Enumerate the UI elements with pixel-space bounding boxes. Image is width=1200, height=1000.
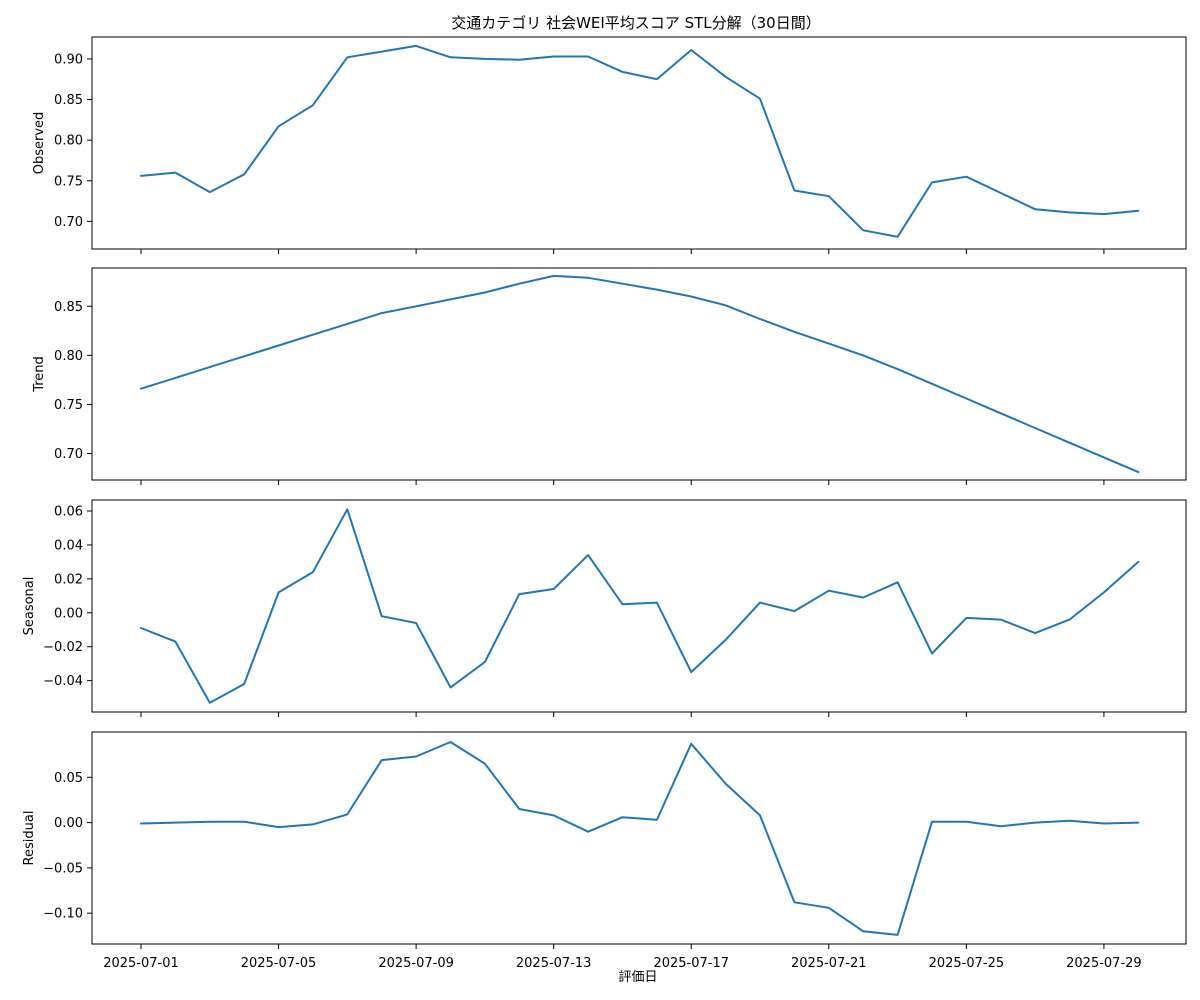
seasonal-y-tick-label: −0.04 — [43, 674, 83, 689]
seasonal-panel: −0.04 −0.02 0.00 0.02 0.04 0.06 Seasonal — [22, 499, 1187, 717]
x-tick-label: 2025-07-09 — [378, 956, 454, 971]
trend-y-tick-label: 0.70 — [54, 447, 83, 462]
observed-y-tick-label: 0.80 — [54, 134, 83, 149]
trend-y-tick-label: 0.80 — [54, 349, 83, 364]
trend-y-tick-label: 0.75 — [54, 398, 83, 413]
residual-y-tick-label: −0.10 — [43, 907, 83, 922]
x-tick-label: 2025-07-01 — [103, 956, 179, 971]
x-tick-label: 2025-07-25 — [929, 956, 1005, 971]
observed-panel: 0.70 0.75 0.80 0.85 0.90 Observed — [32, 36, 1187, 254]
observed-series-line — [140, 44, 1140, 238]
trend-y-axis-label: Trend — [32, 356, 47, 393]
observed-y-tick-label: 0.90 — [54, 52, 83, 67]
residual-axes-frame — [91, 731, 1187, 945]
seasonal-y-tick-label: 0.02 — [54, 572, 83, 587]
residual-y-tick-label: 0.00 — [54, 816, 83, 831]
seasonal-y-axis-label: Seasonal — [22, 577, 37, 636]
residual-series-line — [140, 741, 1140, 936]
seasonal-y-tick-label: 0.06 — [54, 505, 83, 520]
seasonal-axes-frame — [91, 499, 1187, 713]
trend-y-tick-label: 0.85 — [54, 300, 83, 315]
panels: 0.70 0.75 0.80 0.85 0.90 Observed 0.70 0.75 0.80… — [22, 36, 1187, 971]
observed-y-axis-label: Observed — [32, 112, 47, 175]
observed-axes-frame — [91, 36, 1187, 250]
residual-y-tick-label: −0.05 — [43, 861, 83, 876]
observed-y-tick-label: 0.70 — [54, 215, 83, 230]
seasonal-y-tick-label: 0.00 — [54, 606, 83, 621]
x-tick-label: 2025-07-05 — [241, 956, 317, 971]
x-tick-label: 2025-07-13 — [516, 956, 592, 971]
trend-series-line — [140, 274, 1140, 474]
seasonal-series-line — [140, 508, 1140, 704]
residual-panel: −0.10 −0.05 0.00 0.05 Residual 2025-07-01 2025… — [22, 731, 1187, 971]
x-tick-label: 2025-07-17 — [653, 956, 729, 971]
residual-y-tick-label: 0.05 — [54, 771, 83, 786]
x-tick-label: 2025-07-29 — [1066, 956, 1142, 971]
observed-y-tick-label: 0.85 — [54, 93, 83, 108]
trend-axes-frame — [91, 267, 1187, 481]
x-axis-label: 評価日 — [618, 970, 657, 985]
residual-y-axis-label: Residual — [22, 811, 37, 866]
seasonal-y-tick-label: 0.04 — [54, 538, 83, 553]
x-tick-label: 2025-07-21 — [791, 956, 867, 971]
seasonal-y-tick-label: −0.02 — [43, 640, 83, 655]
chart-title: 交通カテゴリ 社会WEI平均スコア STL分解（30日間） — [451, 14, 820, 32]
observed-y-tick-label: 0.75 — [54, 174, 83, 189]
trend-panel: 0.70 0.75 0.80 0.85 Trend — [32, 267, 1187, 485]
